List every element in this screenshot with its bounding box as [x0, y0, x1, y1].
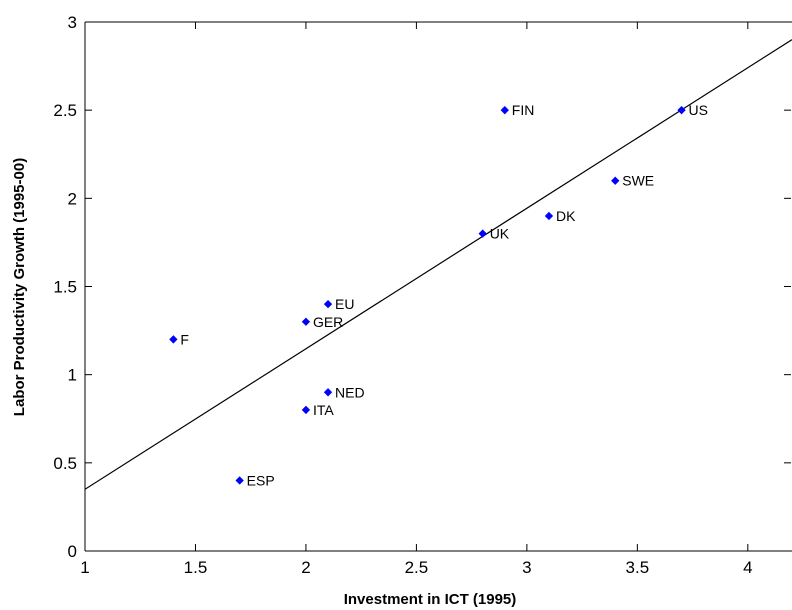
data-point-label: EU [335, 296, 354, 312]
data-point-marker [611, 176, 620, 185]
x-tick-label: 2.5 [405, 558, 429, 577]
x-tick-label: 1 [80, 558, 89, 577]
data-points: F ESP GER ITA EU NED UK FIN DK SWE US [169, 102, 708, 488]
data-point-label: ESP [247, 472, 275, 488]
data-point-marker [478, 229, 487, 238]
regression-line [85, 39, 792, 490]
x-axis-title: Investment in ICT (1995) [344, 591, 517, 608]
data-point-label: ITA [313, 402, 334, 418]
y-tick-label: 0 [68, 542, 77, 561]
data-point-label: FIN [512, 102, 535, 118]
plot-frame [84, 21, 792, 552]
y-tick-label: 1.5 [53, 278, 77, 297]
axis-tick-labels: 1 1.5 2 2.5 3 3.5 4 0 0.5 1 1.5 2 2.5 3 [53, 13, 752, 577]
data-point-marker [677, 106, 686, 115]
y-tick-label: 0.5 [53, 454, 77, 473]
data-point-label: NED [335, 384, 365, 400]
y-tick-label: 2.5 [53, 101, 77, 120]
x-tick-label: 3.5 [626, 558, 650, 577]
data-point-label: US [689, 102, 708, 118]
data-point-marker [500, 106, 509, 115]
y-tick-label: 3 [68, 13, 77, 32]
data-point-marker [323, 299, 333, 309]
data-point-label: DK [556, 208, 576, 224]
x-tick-label: 3 [522, 558, 531, 577]
data-point-marker [301, 317, 311, 326]
x-tick-label: 1.5 [184, 558, 208, 577]
y-tick-label: 2 [68, 189, 77, 208]
data-point-label: F [180, 331, 189, 347]
axis-ticks [84, 21, 791, 552]
data-point-label: UK [490, 226, 510, 242]
data-point-marker [544, 211, 554, 221]
data-point-label: GER [313, 314, 343, 330]
y-axis-title: Labor Productivity Growth (1995-00) [11, 158, 28, 416]
y-tick-label: 1 [68, 366, 77, 385]
data-point-label: SWE [622, 173, 654, 189]
x-tick-label: 2 [301, 558, 310, 577]
fit-line-group [85, 39, 792, 490]
x-tick-label: 4 [743, 558, 752, 577]
data-point-marker [301, 405, 311, 415]
data-point-marker [235, 476, 244, 485]
data-point-marker [169, 335, 178, 344]
data-point-marker [323, 388, 333, 397]
